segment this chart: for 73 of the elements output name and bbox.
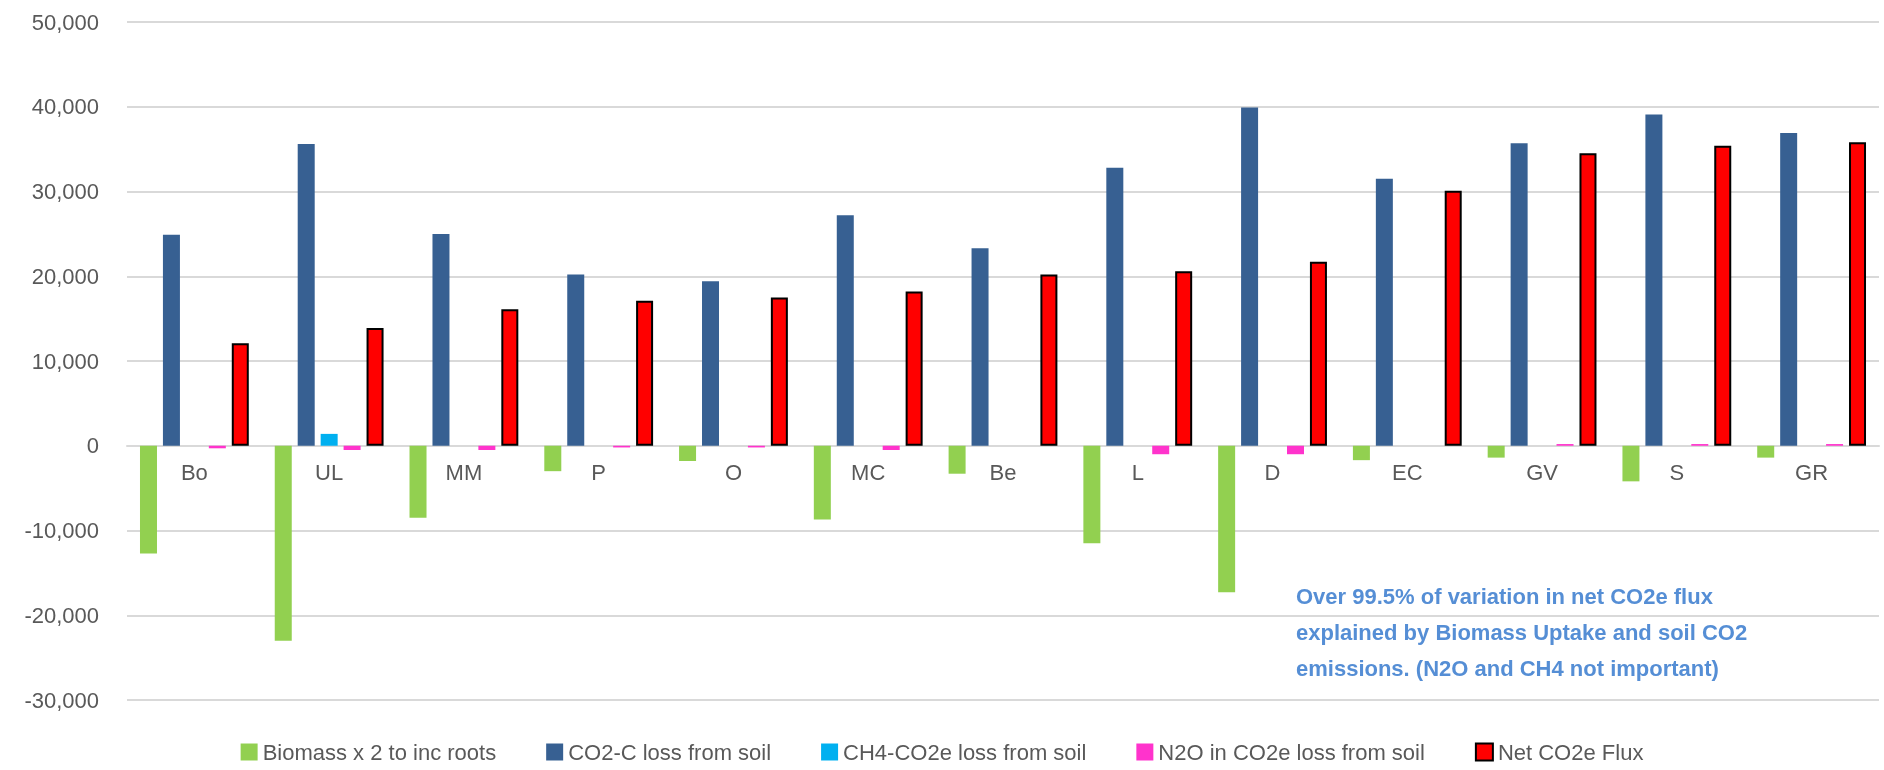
bar bbox=[1083, 445, 1101, 544]
legend-label: CH4-CO2e loss from soil bbox=[843, 739, 1087, 765]
x-tick-label: Be bbox=[989, 460, 1017, 486]
bar bbox=[836, 215, 854, 446]
bar bbox=[1714, 145, 1732, 446]
x-tick-label: Bo bbox=[180, 460, 208, 486]
x-tick-label: GR bbox=[1795, 460, 1829, 486]
bar bbox=[231, 343, 249, 446]
bar bbox=[770, 297, 788, 446]
bar bbox=[1622, 445, 1640, 482]
bar bbox=[1175, 271, 1193, 446]
y-tick-label: -30,000 bbox=[24, 687, 99, 713]
x-tick-label: L bbox=[1131, 460, 1144, 486]
bar bbox=[501, 309, 519, 446]
y-tick-label: 20,000 bbox=[31, 263, 99, 289]
x-tick-label: EC bbox=[1392, 460, 1423, 486]
bar bbox=[1309, 261, 1327, 446]
bar bbox=[297, 144, 315, 446]
y-tick-label: 10,000 bbox=[31, 348, 99, 374]
bar bbox=[343, 445, 361, 450]
bar bbox=[1849, 142, 1867, 446]
y-tick-label: 40,000 bbox=[31, 94, 99, 120]
y-tick-label: 0 bbox=[86, 433, 99, 459]
bar bbox=[679, 445, 697, 462]
y-tick-label: -10,000 bbox=[24, 518, 99, 543]
bar bbox=[1286, 445, 1304, 455]
bar bbox=[882, 445, 900, 450]
x-tick-label: GV bbox=[1526, 460, 1559, 486]
x-tick-label: S bbox=[1669, 460, 1685, 486]
bar bbox=[544, 445, 562, 472]
x-tick-label: MC bbox=[851, 460, 886, 486]
y-tick-label: -20,000 bbox=[24, 602, 99, 628]
bar bbox=[274, 445, 292, 641]
y-tick-label: 50,000 bbox=[31, 9, 99, 35]
bar bbox=[1645, 114, 1663, 446]
legend-label: Biomass x 2 to inc roots bbox=[262, 739, 497, 765]
bar bbox=[567, 274, 585, 446]
y-tick-label: 30,000 bbox=[31, 179, 99, 204]
bar bbox=[1444, 190, 1462, 446]
legend-label: CO2-C loss from soil bbox=[568, 739, 772, 765]
bar bbox=[1487, 445, 1505, 458]
bar bbox=[1375, 178, 1393, 446]
x-tick-label: D bbox=[1264, 460, 1281, 486]
legend-label: Net CO2e Flux bbox=[1497, 739, 1644, 765]
bar bbox=[813, 445, 831, 520]
x-tick-label: MM bbox=[445, 460, 483, 486]
bar bbox=[366, 327, 384, 446]
bar bbox=[320, 433, 338, 446]
bar bbox=[1218, 445, 1236, 593]
bar bbox=[139, 445, 157, 554]
bar bbox=[905, 291, 923, 446]
bar bbox=[409, 445, 427, 518]
bar bbox=[948, 445, 966, 474]
bar bbox=[1780, 133, 1798, 446]
bar bbox=[478, 445, 496, 450]
bar bbox=[636, 300, 654, 446]
x-tick-label: P bbox=[591, 460, 607, 486]
x-tick-label: O bbox=[724, 460, 743, 486]
bar bbox=[162, 234, 180, 446]
bar bbox=[971, 248, 989, 446]
bar bbox=[1352, 445, 1370, 461]
bar bbox=[702, 281, 720, 446]
x-tick-label: UL bbox=[315, 460, 344, 486]
bar bbox=[1241, 107, 1259, 446]
bar bbox=[1579, 153, 1597, 446]
bar bbox=[432, 233, 450, 446]
bar bbox=[1106, 167, 1124, 446]
bar bbox=[1757, 445, 1775, 458]
bar bbox=[1152, 445, 1170, 455]
legend-label: N2O in CO2e loss from soil bbox=[1158, 739, 1425, 765]
bar bbox=[1040, 274, 1058, 446]
annotation: Over 99.5% of variation in net CO2e flux explained by Biomass Uptake and soil CO2 emissions. (N2O and CH4 not important) bbox=[1296, 583, 1748, 681]
bar bbox=[1510, 143, 1528, 446]
